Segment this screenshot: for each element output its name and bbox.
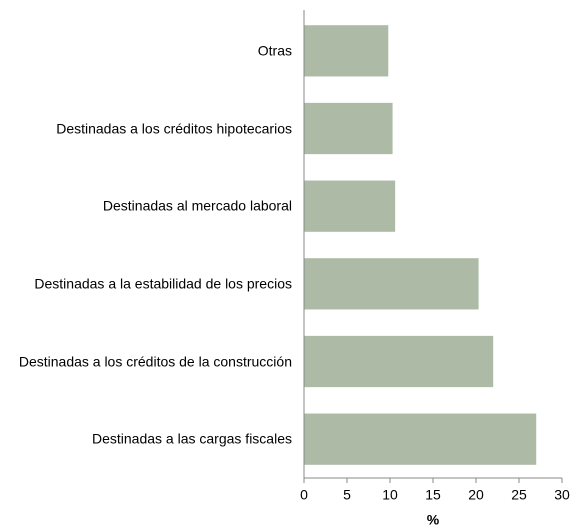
bar: [304, 413, 537, 465]
x-tick-label: 15: [425, 487, 441, 503]
bar: [304, 335, 494, 388]
x-tick-label: 30: [554, 487, 570, 503]
x-tick-label: 25: [511, 487, 527, 503]
y-tick-label: Destinadas al mercado laboral: [102, 197, 292, 214]
y-tick-label: Destinadas a los créditos hipotecarios: [56, 120, 292, 136]
bar: [304, 25, 389, 77]
bar: [304, 180, 396, 232]
bar: [304, 258, 479, 310]
y-tick-label: Destinadas a las cargas fiscales: [92, 430, 292, 447]
x-tick-label: 10: [382, 487, 398, 503]
y-tick-label: Destinadas a los créditos de la construc…: [18, 353, 292, 369]
x-tick-label: 0: [300, 487, 308, 503]
y-tick-label: Destinadas a la estabilidad de los preci…: [34, 275, 292, 292]
bar: [304, 102, 393, 155]
y-tick-label: Otras: [257, 42, 292, 59]
x-axis-label: %: [427, 512, 440, 528]
x-tick-label: 5: [343, 487, 351, 503]
x-tick-label: 20: [468, 487, 484, 503]
